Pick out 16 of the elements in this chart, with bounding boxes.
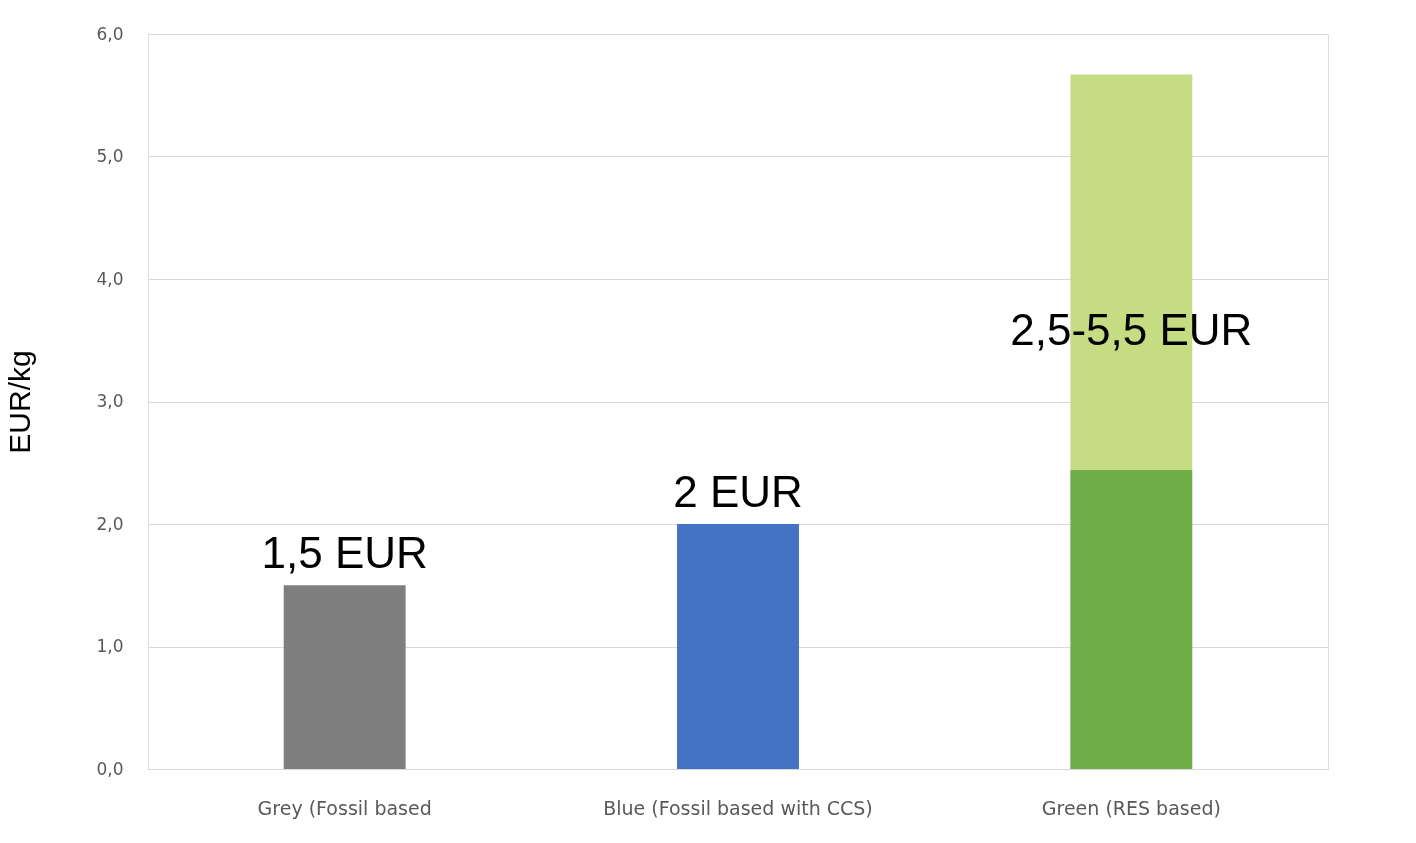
x-tick-label: Grey (Fossil based <box>257 796 432 819</box>
y-tick-label: 4,0 <box>96 268 124 289</box>
bar <box>283 585 406 769</box>
y-tick-label: 0,0 <box>96 758 124 779</box>
annotation: 1,5 EUR <box>261 528 428 578</box>
y-axis-title: EUR/kg <box>3 350 37 454</box>
y-tick-label: 3,0 <box>96 391 124 411</box>
bar <box>677 524 799 769</box>
y-tick-label: 6,0 <box>96 23 124 44</box>
bar <box>1070 470 1193 769</box>
y-tick-label: 1,0 <box>96 636 124 656</box>
annotation: 2 EUR <box>673 467 803 516</box>
y-tick-label: 2,0 <box>96 513 124 534</box>
y-tick-label: 5,0 <box>96 146 124 166</box>
x-tick-label: Blue (Fossil based with CCS) <box>603 796 873 819</box>
x-tick-label: Green (RES based) <box>1041 796 1221 819</box>
